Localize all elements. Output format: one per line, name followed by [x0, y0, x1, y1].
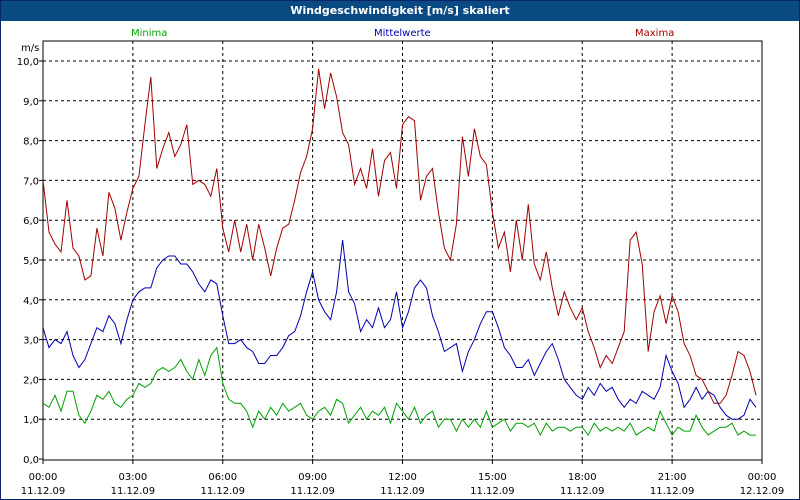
x-tick-time: 03:00: [118, 472, 147, 483]
series-maxima-line: [42, 68, 757, 404]
x-tick-date: 11.12.09: [111, 486, 156, 497]
x-tick-date: 11.12.09: [650, 486, 695, 497]
y-tick-label: 0,0: [23, 455, 39, 466]
x-axis-ticks: 00:00 11.12.09 03:00 11.12.09 06:00 11.12.09 0…: [21, 459, 785, 497]
series-minima-line: [42, 346, 756, 437]
x-tick-date: 11.12.09: [200, 486, 245, 497]
y-axis-ticks: 0,0 1,0 2,0 3,0 4,0 5,0 6,0 7,0 8,0 9,0 10,0: [17, 57, 43, 466]
x-tick-date: 11.12.09: [290, 486, 335, 497]
x-tick-time: 18:00: [568, 472, 597, 483]
y-tick-label: 3,0: [23, 336, 39, 347]
y-tick-label: 10,0: [17, 57, 39, 68]
x-tick-date: 11.12.09: [21, 486, 66, 497]
x-tick-date: 12.12.09: [740, 486, 785, 497]
x-tick-time: 06:00: [208, 472, 237, 483]
y-tick-label: 7,0: [23, 176, 39, 187]
x-tick-time: 15:00: [478, 472, 507, 483]
y-tick-label: 2,0: [23, 375, 39, 386]
x-tick-date: 11.12.09: [560, 486, 605, 497]
y-axis-unit: m/s: [21, 43, 39, 54]
x-tick-time: 09:00: [298, 472, 327, 483]
y-tick-label: 8,0: [23, 137, 39, 148]
grid: [43, 41, 762, 459]
x-tick-date: 11.12.09: [470, 486, 515, 497]
x-tick-time: 00:00: [748, 472, 777, 483]
x-tick-date: 11.12.09: [380, 486, 425, 497]
y-tick-label: 5,0: [23, 256, 39, 267]
series-mittelwerte-line: [42, 240, 757, 420]
legend-maxima: Maxima: [635, 28, 674, 39]
y-tick-label: 6,0: [23, 216, 39, 227]
y-tick-label: 4,0: [23, 296, 39, 307]
wind-speed-chart: 0,0 1,0 2,0 3,0 4,0 5,0 6,0 7,0 8,0 9,0 10,0 00:00…: [17, 28, 785, 497]
y-tick-label: 9,0: [23, 97, 39, 108]
legend-minima: Minima: [131, 28, 167, 39]
y-tick-label: 1,0: [23, 415, 39, 426]
x-tick-time: 00:00: [29, 472, 58, 483]
window-title: Windgeschwindigkeit [m/s] skaliert: [1, 1, 799, 21]
x-tick-time: 21:00: [658, 472, 687, 483]
legend-mittelwerte: Mittelwerte: [374, 28, 431, 39]
series-lines: [42, 68, 757, 437]
x-tick-time: 12:00: [388, 472, 417, 483]
